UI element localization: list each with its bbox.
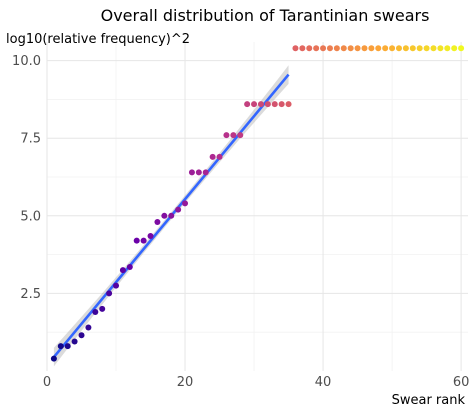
data-point (320, 45, 327, 52)
data-point (313, 45, 320, 52)
data-point (458, 45, 465, 52)
data-point (292, 45, 299, 52)
y-tick-label: 5.0 (20, 209, 41, 224)
x-tick-label: 40 (315, 375, 332, 390)
x-axis-label: Swear rank (392, 393, 466, 408)
data-point (257, 101, 264, 108)
points-layer (50, 45, 465, 362)
data-point (230, 132, 237, 139)
data-point (202, 169, 209, 176)
data-point (237, 132, 244, 139)
data-point (437, 45, 444, 52)
y-axis-label: log10(relative frequency)^2 (6, 32, 190, 47)
x-tick-label: 0 (43, 375, 51, 390)
data-point (409, 45, 416, 52)
data-point (64, 343, 71, 350)
data-point (147, 232, 154, 239)
data-point (368, 45, 375, 52)
data-point (168, 212, 175, 219)
data-point (278, 101, 285, 108)
data-point (375, 45, 382, 52)
data-point (354, 45, 361, 52)
data-point (395, 45, 402, 52)
data-point (92, 309, 99, 316)
x-tick-label: 60 (453, 375, 470, 390)
data-point (423, 45, 430, 52)
data-point (326, 45, 333, 52)
data-point (216, 153, 223, 160)
data-point (182, 200, 189, 207)
data-point (244, 101, 251, 108)
y-tick-labels: 2.5 5.0 7.5 10.0 (12, 54, 41, 302)
data-point (347, 45, 354, 52)
y-tick-label: 7.5 (20, 132, 41, 147)
data-point (333, 45, 340, 52)
data-point (361, 45, 368, 52)
data-point (389, 45, 396, 52)
data-point (416, 45, 423, 52)
x-tick-labels: 0 20 40 60 (43, 375, 470, 390)
data-point (71, 338, 78, 345)
data-point (299, 45, 306, 52)
grid-lines (46, 42, 468, 371)
data-point (57, 343, 64, 350)
data-point (188, 169, 195, 176)
data-point (306, 45, 313, 52)
data-point (154, 219, 161, 226)
data-point (195, 169, 202, 176)
data-point (99, 305, 106, 312)
data-point (85, 324, 92, 331)
data-point (106, 290, 113, 297)
data-point (264, 101, 271, 108)
data-point (119, 267, 126, 274)
data-point (175, 206, 182, 213)
data-point (78, 332, 85, 339)
y-tick-label: 2.5 (20, 287, 41, 302)
data-point (140, 237, 147, 244)
data-point (161, 212, 168, 219)
data-point (251, 101, 258, 108)
data-point (402, 45, 409, 52)
data-point (223, 132, 230, 139)
y-tick-label: 10.0 (12, 54, 41, 69)
data-point (209, 153, 216, 160)
data-point (340, 45, 347, 52)
data-point (382, 45, 389, 52)
data-point (444, 45, 451, 52)
chart-title: Overall distribution of Tarantinian swea… (101, 6, 430, 25)
data-point (430, 45, 437, 52)
data-point (451, 45, 458, 52)
x-tick-label: 20 (177, 375, 194, 390)
data-point (50, 355, 57, 362)
data-point (133, 237, 140, 244)
data-point (126, 264, 133, 271)
data-point (113, 282, 120, 289)
data-point (271, 101, 278, 108)
data-point (285, 101, 292, 108)
